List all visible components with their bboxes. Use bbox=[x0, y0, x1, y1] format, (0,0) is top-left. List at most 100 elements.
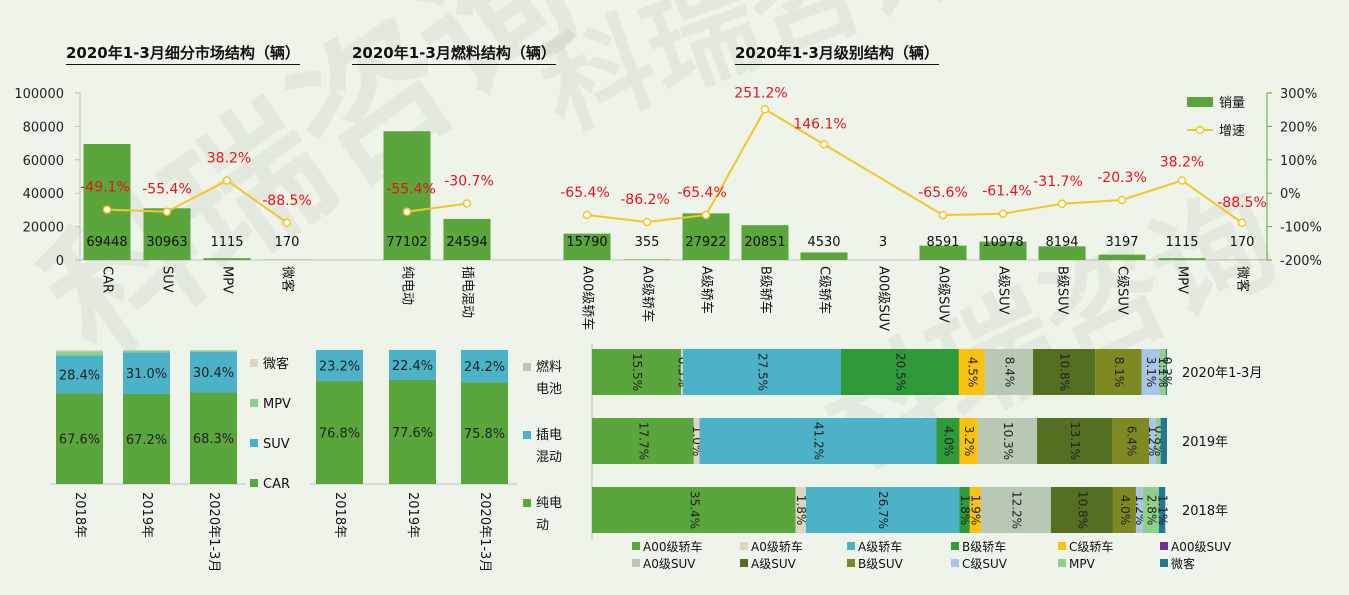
stack-value-label: 68.3% bbox=[193, 432, 234, 447]
sales-value-label: 69448 bbox=[86, 235, 127, 250]
grade-value-label: 4.0% bbox=[941, 426, 955, 457]
grade-segment bbox=[795, 487, 806, 533]
grade-chart-title: 2020年1-3月级别结构（辆） bbox=[735, 42, 939, 65]
sales-value-label: 24594 bbox=[446, 235, 487, 250]
category-label: B级SUV bbox=[1055, 266, 1070, 315]
y-tick-label: 40000 bbox=[23, 187, 64, 202]
grade-segment bbox=[1149, 418, 1157, 464]
grade-segment bbox=[969, 487, 981, 533]
grade-value-label: 4.5% bbox=[965, 357, 979, 388]
legend-label: MPV bbox=[1069, 557, 1096, 571]
growth-point bbox=[1057, 199, 1067, 209]
sales-value-label: 30963 bbox=[146, 235, 187, 250]
y-tick-label: 100000 bbox=[14, 87, 64, 102]
stack-segment bbox=[123, 352, 170, 394]
sales-bar bbox=[800, 252, 848, 260]
grade-value-label: 10.8% bbox=[1058, 353, 1072, 391]
stack-value-label: 30.4% bbox=[193, 366, 234, 381]
legend-swatch bbox=[740, 559, 748, 567]
grade-segment bbox=[1159, 349, 1166, 395]
y-tick-label: 20000 bbox=[23, 221, 64, 236]
grade-segment bbox=[977, 418, 1038, 464]
category-label: MPV bbox=[1175, 266, 1190, 294]
legend-sales-label: 销量 bbox=[1219, 96, 1245, 111]
sales-bar bbox=[383, 131, 431, 260]
legend-swatch bbox=[523, 363, 531, 371]
legend-label: A0级SUV bbox=[643, 557, 696, 571]
category-label: 纯电动 bbox=[400, 266, 415, 305]
growth-point bbox=[222, 176, 232, 185]
growth-point bbox=[1237, 218, 1247, 228]
growth-point bbox=[701, 210, 711, 220]
growth-label: 38.2% bbox=[1160, 154, 1204, 170]
category-label: CAR bbox=[100, 266, 115, 293]
legend-swatch bbox=[1160, 559, 1168, 567]
y2-tick-label: 300% bbox=[1280, 87, 1317, 102]
grade-segment bbox=[980, 487, 1051, 533]
category-label: A级SUV bbox=[996, 266, 1011, 315]
stack-value-label: 67.6% bbox=[59, 433, 100, 448]
legend-growth-marker bbox=[1195, 125, 1205, 135]
stack-value-label: 24.2% bbox=[464, 360, 505, 375]
stack-segment bbox=[461, 350, 508, 383]
growth-label: 38.2% bbox=[207, 150, 251, 166]
category-label: 微客 bbox=[1235, 266, 1251, 292]
grade-segment bbox=[1142, 487, 1159, 533]
sales-value-label: 4530 bbox=[807, 235, 840, 250]
grade-value-label: 13.1% bbox=[1068, 422, 1082, 460]
grade-value-label: 20.5% bbox=[893, 353, 907, 391]
legend-label: MPV bbox=[263, 397, 291, 412]
growth-label: -49.1% bbox=[80, 180, 130, 196]
stack-segment bbox=[316, 350, 363, 382]
legend-sales-swatch bbox=[1187, 97, 1213, 107]
grade-value-label: 15.5% bbox=[630, 353, 644, 391]
legend-swatch bbox=[1058, 559, 1066, 567]
growth-point bbox=[282, 218, 292, 228]
grade-category-label: 2018年 bbox=[1182, 504, 1228, 519]
sales-bar bbox=[623, 259, 671, 260]
grade-segment bbox=[959, 418, 978, 464]
legend-swatch bbox=[250, 399, 258, 407]
legend-swatch bbox=[740, 542, 748, 550]
sales-bar bbox=[1038, 246, 1086, 260]
grade-value-label: 1.9% bbox=[969, 495, 983, 526]
y-tick-label: 60000 bbox=[23, 154, 64, 169]
sales-bar bbox=[1158, 258, 1206, 260]
category-label: B级轿车 bbox=[758, 266, 774, 314]
grade-segment bbox=[984, 349, 1034, 395]
growth-point bbox=[998, 209, 1008, 218]
sales-value-label: 15790 bbox=[566, 235, 607, 250]
stack-segment bbox=[190, 350, 237, 352]
growth-label: 251.2% bbox=[734, 85, 787, 101]
grade-value-label: 41.2% bbox=[811, 422, 825, 460]
sales-bar bbox=[203, 258, 251, 260]
growth-point bbox=[642, 217, 652, 227]
stack-category-label: 2019年 bbox=[139, 492, 154, 538]
stack-value-label: 22.4% bbox=[392, 359, 433, 374]
sales-bar bbox=[143, 208, 191, 260]
grade-segment bbox=[1037, 418, 1113, 464]
grade-segment bbox=[681, 349, 683, 395]
grade-segment bbox=[693, 418, 700, 464]
grade-segment bbox=[699, 418, 937, 464]
growth-label: -61.4% bbox=[982, 184, 1032, 200]
grade-segment bbox=[592, 349, 682, 395]
growth-point bbox=[1117, 195, 1127, 205]
grade-value-label: 1.8% bbox=[794, 495, 808, 526]
sales-bar bbox=[741, 225, 789, 260]
legend-label: 插电混动 bbox=[536, 428, 562, 465]
grade-value-label: 10.3% bbox=[1001, 422, 1015, 460]
stack-segment bbox=[389, 380, 436, 484]
legend-swatch bbox=[951, 559, 959, 567]
legend-swatch bbox=[847, 542, 855, 550]
y-tick-label: 80000 bbox=[23, 120, 64, 135]
legend-label: C级轿车 bbox=[1069, 539, 1113, 554]
grade-segment bbox=[1112, 487, 1136, 533]
category-label: C级SUV bbox=[1115, 266, 1130, 315]
legend-label: A00级SUV bbox=[1171, 540, 1232, 554]
growth-label: -65.4% bbox=[677, 185, 727, 201]
stack-segment bbox=[56, 393, 103, 484]
y2-tick-label: 100% bbox=[1280, 154, 1317, 169]
growth-point bbox=[402, 207, 412, 216]
legend-label: 纯电动 bbox=[536, 496, 562, 533]
